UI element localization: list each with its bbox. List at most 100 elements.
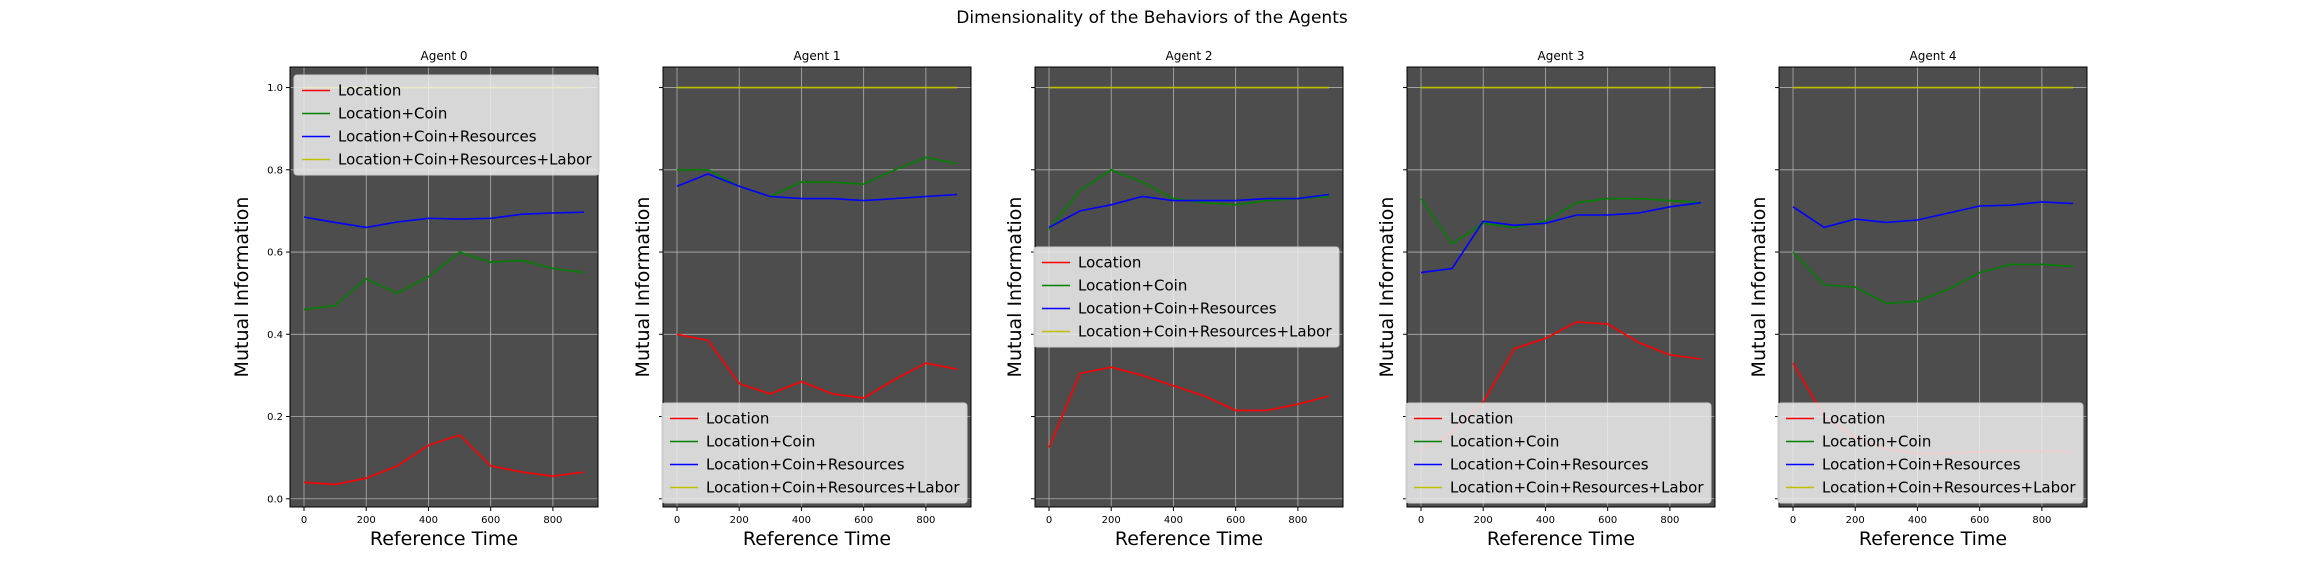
x-tick-label: 200 xyxy=(730,515,749,526)
x-tick-label: 800 xyxy=(1660,515,1679,526)
legend-label-3: Location+Coin+Resources+Labor xyxy=(1450,479,1704,497)
x-tick-label: 0 xyxy=(1418,515,1424,526)
axes-frame xyxy=(1406,66,1716,508)
x-tick-label: 0 xyxy=(674,515,680,526)
x-tick-label: 200 xyxy=(1474,515,1493,526)
series-line-1 xyxy=(1420,197,1702,245)
legend-label-3: Location+Coin+Resources+Labor xyxy=(338,151,592,169)
legend-box xyxy=(1405,402,1712,504)
legend-label-1: Location+Coin xyxy=(338,105,447,123)
legend: Location Location+Coin Location+Coin+Resou… xyxy=(293,74,600,176)
subplot-agent-0: 0 200 400 600 800 0.0 0.2 0.4 0.6 0.8 1.0 Agent 0 Re… xyxy=(231,49,600,550)
x-tick-label: 600 xyxy=(854,515,873,526)
y-tick-label: 0.4 xyxy=(267,330,283,341)
legend-label-2: Location+Coin+Resources xyxy=(338,128,537,146)
series-line-2 xyxy=(1792,201,2074,229)
subplot-agent-2: 0 200 400 600 800 Agent 2 Reference Time Mutual… xyxy=(1004,49,1344,550)
series-line-2 xyxy=(303,211,585,229)
subplot-title: Agent 1 xyxy=(794,49,841,63)
series-line-1 xyxy=(677,156,958,198)
x-axis-label: Reference Time xyxy=(1115,528,1263,550)
series-line-1 xyxy=(303,251,585,311)
subplot-title: Agent 3 xyxy=(1538,49,1585,63)
legend: Location Location+Coin Location+Coin+Resou… xyxy=(1033,246,1340,348)
legend-label-0: Location xyxy=(338,82,401,100)
y-axis-label: Mutual Information xyxy=(231,197,253,378)
y-tick-label: 0.6 xyxy=(267,248,283,259)
x-axis-label: Reference Time xyxy=(1487,528,1635,550)
x-tick-label: 600 xyxy=(481,515,500,526)
subplot-title: Agent 4 xyxy=(1910,49,1957,63)
subplot-agent-1: 0 200 400 600 800 Agent 1 Reference Time Mutual… xyxy=(632,49,972,550)
x-tick-label: 400 xyxy=(419,515,438,526)
legend-box xyxy=(1033,246,1340,348)
y-axis-label: Mutual Information xyxy=(1376,197,1398,378)
legend-box xyxy=(661,402,968,504)
x-tick-label: 600 xyxy=(1226,515,1245,526)
legend-label-3: Location+Coin+Resources+Labor xyxy=(706,479,960,497)
legend-label-1: Location+Coin xyxy=(706,433,815,451)
x-tick-label: 800 xyxy=(2032,515,2051,526)
x-tick-label: 200 xyxy=(1846,515,1865,526)
subplot-title: Agent 0 xyxy=(421,49,468,63)
x-axis-label: Reference Time xyxy=(1859,528,2007,550)
series-line-2 xyxy=(1420,201,1702,274)
axes-frame xyxy=(662,66,972,508)
x-tick-label: 400 xyxy=(1164,515,1183,526)
legend-label-0: Location xyxy=(1450,410,1513,428)
subplot-title: Agent 2 xyxy=(1166,49,1213,63)
legend-label-2: Location+Coin+Resources xyxy=(1822,456,2021,474)
series-line-0 xyxy=(676,333,958,399)
legend-label-3: Location+Coin+Resources+Labor xyxy=(1822,479,2076,497)
legend: Location Location+Coin Location+Coin+Resou… xyxy=(1405,402,1712,504)
x-tick-label: 0 xyxy=(1046,515,1052,526)
series-line-0 xyxy=(1048,366,1330,448)
x-axis-label: Reference Time xyxy=(370,528,518,550)
series-line-2 xyxy=(1048,193,1330,229)
legend-box xyxy=(1777,402,2084,504)
subplot-agent-3: 0 200 400 600 800 Agent 3 Reference Time Mutual… xyxy=(1376,49,1716,550)
legend-label-2: Location+Coin+Resources xyxy=(706,456,905,474)
legend: Location Location+Coin Location+Coin+Resou… xyxy=(661,402,968,504)
legend-label-0: Location xyxy=(706,410,769,428)
legend-label-3: Location+Coin+Resources+Labor xyxy=(1078,323,1332,341)
y-axis-label: Mutual Information xyxy=(632,197,654,378)
x-tick-label: 600 xyxy=(1598,515,1617,526)
x-tick-label: 0 xyxy=(1790,515,1796,526)
x-tick-label: 200 xyxy=(1102,515,1121,526)
subplot-agent-4: 0 200 400 600 800 Agent 4 Reference Time Mutual… xyxy=(1748,49,2088,550)
series-line-0 xyxy=(303,434,585,486)
y-tick-label: 0.2 xyxy=(267,412,283,423)
y-tick-label: 0.8 xyxy=(267,165,283,176)
series-line-1 xyxy=(1792,251,2074,305)
legend-label-1: Location+Coin xyxy=(1078,277,1187,295)
y-axis-label: Mutual Information xyxy=(1748,197,1770,378)
legend-label-1: Location+Coin xyxy=(1822,433,1931,451)
figure-title: Dimensionality of the Behaviors of the A… xyxy=(956,8,1348,28)
x-tick-label: 800 xyxy=(1288,515,1307,526)
legend-label-0: Location xyxy=(1078,254,1141,272)
legend-label-1: Location+Coin xyxy=(1450,433,1559,451)
x-tick-label: 200 xyxy=(357,515,376,526)
axes-frame xyxy=(1778,66,2088,508)
x-tick-label: 400 xyxy=(792,515,811,526)
y-tick-label: 0.0 xyxy=(267,494,283,505)
x-tick-label: 400 xyxy=(1908,515,1927,526)
x-tick-label: 400 xyxy=(1536,515,1555,526)
x-tick-label: 800 xyxy=(543,515,562,526)
series-line-2 xyxy=(676,173,958,202)
y-axis-label: Mutual Information xyxy=(1004,197,1026,378)
legend-label-2: Location+Coin+Resources xyxy=(1450,456,1649,474)
x-axis-label: Reference Time xyxy=(743,528,891,550)
x-tick-label: 600 xyxy=(1970,515,1989,526)
legend-box xyxy=(293,74,600,176)
y-tick-label: 1.0 xyxy=(267,83,283,94)
axes-frame xyxy=(289,66,599,508)
legend: Location Location+Coin Location+Coin+Resou… xyxy=(1777,402,2084,504)
legend-label-2: Location+Coin+Resources xyxy=(1078,300,1277,318)
legend-label-0: Location xyxy=(1822,410,1885,428)
x-tick-label: 0 xyxy=(301,515,307,526)
x-tick-label: 800 xyxy=(916,515,935,526)
